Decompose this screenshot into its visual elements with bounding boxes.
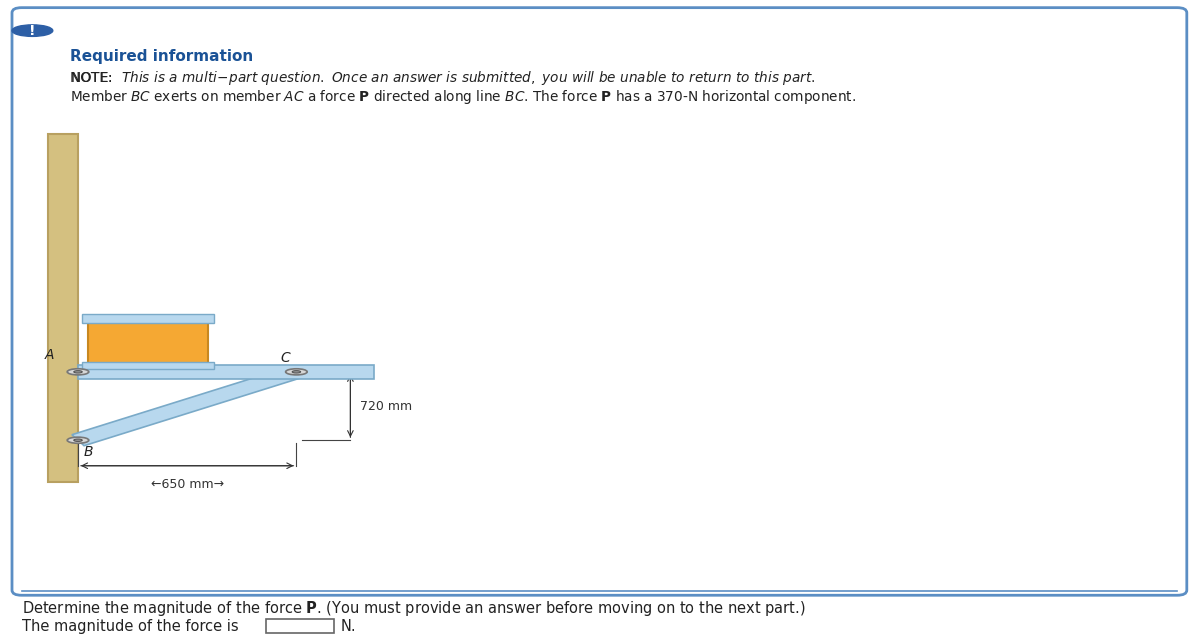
Ellipse shape (67, 369, 89, 375)
Text: NOTE:  $\it{This\ is\ a\ multi\!-\!part\ question.\ Once\ an\ answer\ is\ submit: NOTE: $\it{This\ is\ a\ multi\!-\!part\ … (70, 70, 815, 87)
Text: Required information: Required information (70, 48, 253, 64)
Text: A: A (44, 348, 54, 362)
Text: C: C (281, 352, 290, 366)
Ellipse shape (74, 371, 82, 373)
Ellipse shape (74, 439, 82, 441)
Text: N.: N. (341, 619, 356, 634)
Ellipse shape (293, 371, 300, 373)
Bar (82, 362, 214, 369)
Bar (88, 317, 208, 365)
Text: NOTE:: NOTE: (70, 71, 122, 85)
Bar (266, 619, 334, 633)
Text: ←650 mm→: ←650 mm→ (151, 478, 223, 491)
Bar (48, 134, 78, 482)
Ellipse shape (286, 369, 307, 375)
Text: !: ! (29, 24, 36, 38)
Bar (82, 315, 214, 323)
Text: Member $\it{BC}$ exerts on member $\it{AC}$ a force $\bf{P}$ directed along line: Member $\it{BC}$ exerts on member $\it{A… (70, 88, 856, 106)
Text: Determine the magnitude of the force $\bf{P}$. (You must provide an answer befor: Determine the magnitude of the force $\b… (22, 598, 805, 618)
Ellipse shape (67, 437, 89, 443)
Text: 720 mm: 720 mm (360, 399, 412, 413)
FancyBboxPatch shape (12, 8, 1187, 595)
Polygon shape (72, 366, 302, 446)
Ellipse shape (12, 25, 53, 36)
Text: The magnitude of the force is: The magnitude of the force is (22, 619, 242, 634)
Text: B: B (84, 445, 94, 459)
Bar (78, 365, 374, 379)
